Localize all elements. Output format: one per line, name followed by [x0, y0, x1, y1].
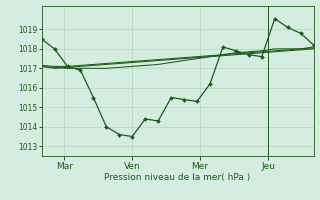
X-axis label: Pression niveau de la mer( hPa ): Pression niveau de la mer( hPa ) — [104, 173, 251, 182]
